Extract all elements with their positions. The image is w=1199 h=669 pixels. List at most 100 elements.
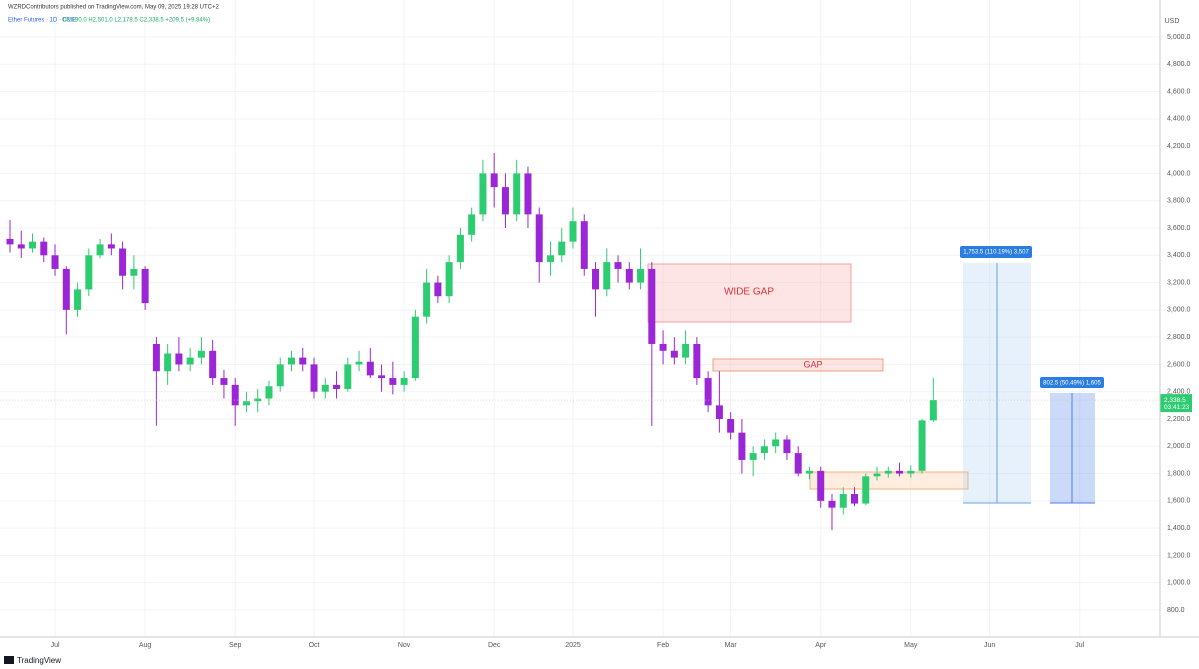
candle-body: [839, 494, 847, 508]
ohlc: O2,190.0 H2,501.0 L2,178.5 C2,338.5 +209…: [62, 18, 210, 24]
y-tick-label: 2,200.0: [1167, 416, 1190, 423]
symbol: Ether Futures · 1D · CME: [8, 18, 76, 24]
candle-body: [378, 375, 386, 379]
candle-body: [254, 398, 262, 402]
y-tick-label: 1,000.0: [1167, 580, 1190, 587]
candle-body: [659, 343, 667, 351]
y-tick-label: 1,200.0: [1167, 552, 1190, 559]
candle-body: [321, 384, 329, 392]
candle-body: [648, 268, 656, 344]
candle-body: [535, 214, 543, 263]
candle-body: [760, 446, 768, 454]
candle-body: [434, 282, 442, 297]
x-tick-label: Jun: [984, 642, 995, 649]
y-tick-label: 4,400.0: [1167, 116, 1190, 123]
candle-body: [209, 350, 217, 379]
x-tick-label: Mar: [725, 642, 738, 649]
candle-body: [670, 350, 678, 358]
axes: 800.0 1,000.0 1,200.0 1,400.0 1,600.0 1,800.0…: [51, 34, 1192, 649]
candle-body: [546, 255, 554, 263]
wide-gap-box: [647, 263, 852, 323]
candle-body: [918, 420, 926, 471]
candle-body: [119, 248, 127, 276]
candle-body: [62, 268, 70, 310]
y-tick-label: 800.0: [1167, 607, 1185, 614]
candles: [0, 152, 1160, 531]
candle-body: [265, 386, 273, 399]
y-tick-label: 1,800.0: [1167, 470, 1190, 477]
candle-body: [817, 470, 825, 501]
y-tick-label: 2,800.0: [1167, 334, 1190, 341]
candle-body: [445, 262, 453, 297]
candle-body: [152, 343, 160, 372]
candle-body: [107, 244, 115, 249]
candle-body: [85, 255, 93, 290]
candle-body: [29, 241, 37, 249]
candle-body: [490, 173, 498, 188]
candle-body: [366, 361, 374, 376]
candle-body: [682, 343, 690, 358]
candle-body: [423, 282, 431, 317]
y-tick-label: 2,600.0: [1167, 361, 1190, 368]
y-tick-label: 3,200.0: [1167, 279, 1190, 286]
y-tick-label: 1,600.0: [1167, 498, 1190, 505]
gap-box: [712, 358, 884, 372]
candle-body: [231, 384, 239, 406]
candle-body: [749, 453, 757, 460]
candle-body: [592, 268, 600, 290]
brand: TradingView: [17, 656, 61, 665]
candle-body: [310, 364, 318, 392]
measure-label-box: [960, 246, 1032, 258]
y-axis-label: USD: [1165, 18, 1180, 25]
candle-body: [96, 244, 104, 256]
y-tick-label: 3,400.0: [1167, 252, 1190, 259]
candle-body: [851, 494, 858, 504]
candle-body: [389, 378, 397, 385]
candle-body: [468, 214, 476, 235]
y-tick-label: 4,200.0: [1167, 143, 1190, 150]
candle-body: [896, 470, 904, 474]
x-tick-label: Dec: [488, 642, 501, 649]
candle-body: [693, 343, 701, 379]
candle-body: [299, 357, 307, 365]
candle-body: [727, 418, 735, 433]
x-tick-label: Oct: [309, 642, 320, 649]
measure-label: 802.5 (50.49%) 1,605: [1043, 381, 1101, 387]
candle-body: [569, 221, 577, 242]
candle-body: [74, 289, 82, 310]
candle-body: [884, 470, 892, 474]
x-tick-label: 2025: [565, 642, 581, 649]
candle-body: [637, 268, 645, 283]
y-tick-label: 4,600.0: [1167, 88, 1190, 95]
candle-body: [704, 378, 712, 406]
candle-body: [625, 268, 633, 283]
x-tick-label: Feb: [657, 642, 669, 649]
y-tick-label: 1,400.0: [1167, 525, 1190, 532]
candle-body: [513, 173, 521, 215]
x-tick-label: May: [904, 642, 918, 649]
gap-label: GAP: [803, 359, 822, 369]
candle-body: [276, 364, 284, 387]
candle-body: [794, 453, 802, 474]
x-tick-label: Jul: [1075, 642, 1084, 649]
candle-body: [603, 262, 611, 290]
y-tick-label: 3,800.0: [1167, 198, 1190, 205]
candle-body: [344, 364, 352, 389]
candle-body: [479, 173, 487, 215]
candle-body: [220, 378, 228, 385]
candle-body: [130, 268, 138, 276]
candle-body: [783, 439, 791, 454]
candle-body: [333, 384, 341, 389]
candle-body: [501, 187, 509, 215]
candle-body: [862, 476, 870, 504]
candle-body: [355, 361, 363, 365]
x-tick-label: Aug: [139, 642, 152, 649]
candle-body: [6, 238, 14, 245]
countdown: 03:41:23: [1164, 404, 1190, 411]
y-tick-label: 2,400.0: [1167, 389, 1190, 396]
candle-body: [242, 401, 250, 406]
candle-body: [614, 262, 622, 269]
measure-label-box: [1040, 377, 1104, 388]
